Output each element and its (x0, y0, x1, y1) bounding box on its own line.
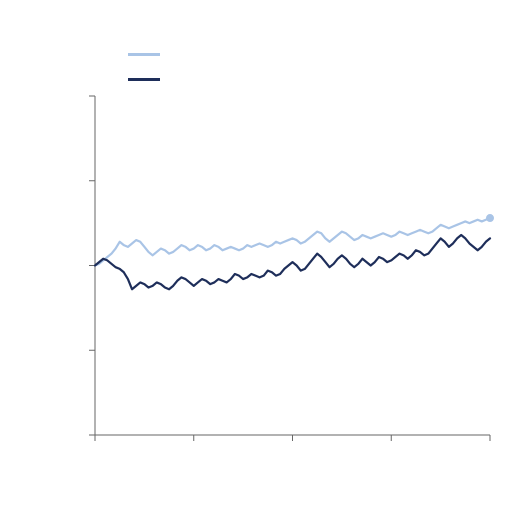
line-series-a (95, 218, 490, 265)
line-series-b (95, 235, 490, 289)
legend-item-1 (128, 71, 166, 89)
legend-swatch (128, 53, 160, 56)
chart-svg (0, 0, 514, 512)
legend-swatch (128, 78, 160, 81)
line-chart (0, 0, 514, 512)
legend-item-0 (128, 46, 166, 64)
end-marker-series-a (486, 214, 494, 222)
